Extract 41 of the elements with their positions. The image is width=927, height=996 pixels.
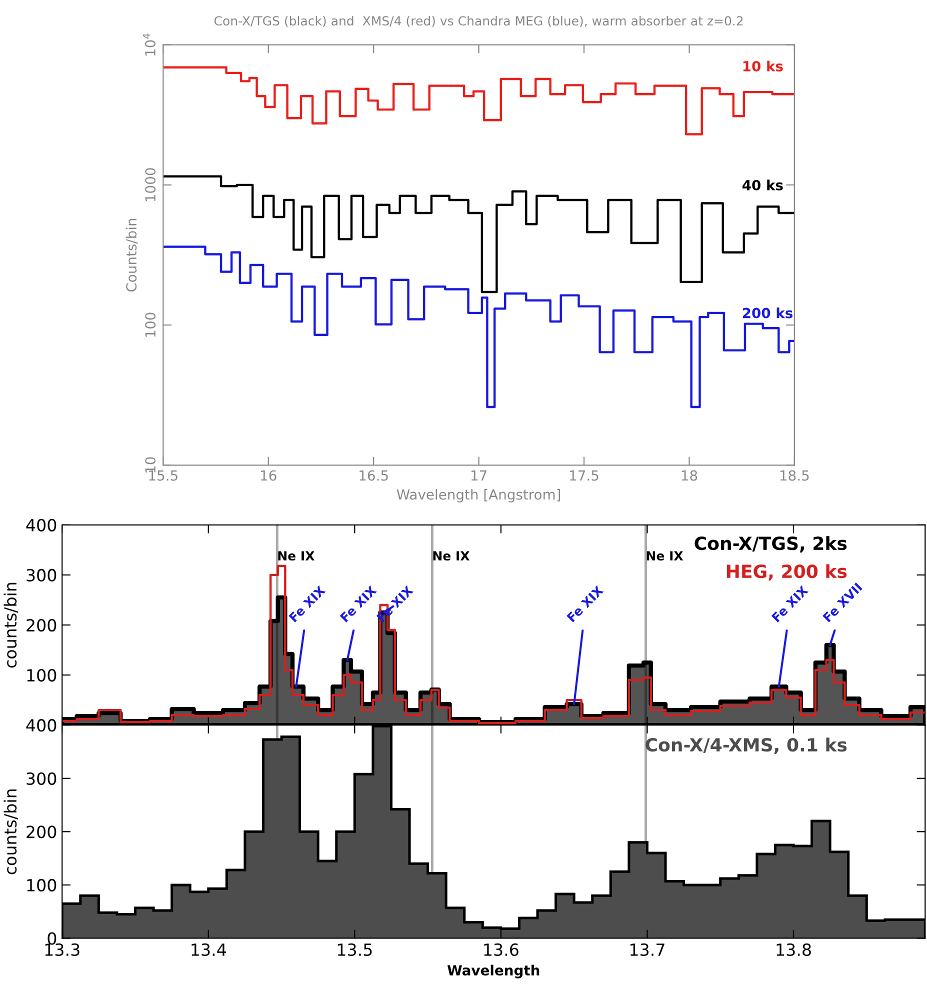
y-tick-label: 300 [26, 772, 56, 785]
x-tick-label: 13.5 [338, 943, 372, 956]
x-tick-label: 15.5 [149, 470, 178, 481]
y-tick-label: 10 [145, 457, 156, 472]
ref-line-label: Ne IX [433, 551, 470, 561]
y-tick-label: 400 [26, 719, 56, 732]
series-label: 200 ks [742, 308, 793, 318]
y-tick-label: 10$^{4}$ [142, 34, 156, 56]
x-axis-title: Wavelength [Angstrom] [396, 488, 560, 502]
y-axis-title: Counts/bin [126, 218, 138, 292]
series-label: 40 ks [742, 180, 783, 190]
y-axis-title: counts/bin [4, 582, 18, 668]
chart-title: Con-X/TGS (black) and XMS/4 (red) vs Chandra MEG (blue), warm absorber at z=0.2 [214, 16, 743, 28]
ref-line-label: Ne IX [646, 551, 684, 561]
y-axis-title: counts/bin [4, 790, 18, 874]
y-tick-label: 300 [26, 568, 56, 582]
y-tick-label: 200 [26, 618, 56, 632]
legend-label: Con-X/TGS, 2ks [694, 536, 847, 552]
y-tick-label: 100 [27, 878, 56, 892]
x-tick-label: 13.6 [484, 943, 518, 956]
series-label: 10 ks [743, 60, 783, 72]
x-tick-label: 13.8 [776, 943, 811, 956]
y-tick-label: 100 [145, 312, 156, 337]
x-tick-label: 18.5 [780, 470, 809, 481]
x-tick-label: 13.7 [630, 943, 664, 956]
x-tick-label: 13.4 [192, 943, 226, 956]
y-tick-label: 400 [26, 518, 56, 532]
y-tick-label: 1000 [145, 168, 156, 202]
y-tick-label: 200 [26, 826, 56, 838]
x-tick-label: 17 [471, 470, 486, 481]
y-tick-label: 0 [48, 932, 56, 945]
ref-line-label: Ne IX [278, 551, 314, 561]
x-tick-label: 16.5 [360, 470, 388, 481]
text: Con-X/4-XMS, 0.1 ks [646, 738, 847, 754]
x-tick-label: 13.3 [45, 943, 80, 956]
x-axis-title: Wavelength [447, 964, 540, 978]
x-tick-label: 16 [261, 470, 276, 481]
x-tick-label: 17.5 [570, 470, 598, 481]
text: HEG, 200 ks [726, 564, 847, 580]
x-tick-label: 18 [682, 470, 698, 481]
y-tick-label: 100 [27, 669, 56, 682]
